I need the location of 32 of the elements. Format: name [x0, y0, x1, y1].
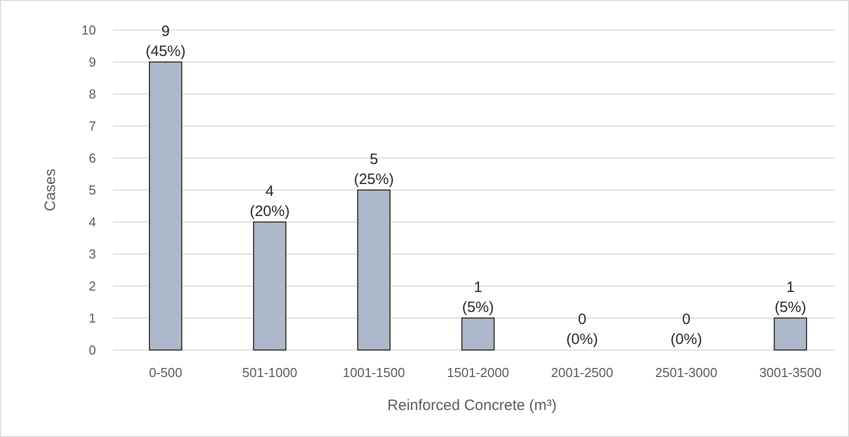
data-label: 1 (5%): [462, 279, 494, 316]
x-tick-label: 2501-3000: [655, 365, 718, 380]
y-tick-label: 4: [88, 214, 96, 230]
bar: [253, 222, 286, 350]
y-tick-label: 3: [88, 246, 96, 262]
data-label: 4 (20%): [250, 183, 290, 220]
bar: [357, 190, 391, 350]
data-label: 5 (25%): [354, 151, 394, 188]
y-tick-label: 0: [88, 342, 96, 358]
x-tick-label: 1001-1500: [342, 365, 405, 380]
y-tick-label: 9: [88, 54, 96, 70]
x-tick-label: 1501-2000: [446, 365, 510, 380]
bar: [461, 318, 495, 350]
bar: [148, 62, 182, 350]
y-tick-label: 6: [88, 150, 96, 166]
data-label: 1 (5%): [774, 279, 806, 316]
y-tick-label: 10: [82, 22, 96, 38]
x-axis-title: Reinforced Concrete (m³): [387, 397, 557, 414]
x-tick-label: 3001-3500: [759, 365, 822, 380]
x-tick-label: 0-500: [148, 365, 182, 380]
y-tick-label: 2: [88, 278, 96, 294]
data-label: 0 (0%): [566, 311, 598, 348]
y-tick-label: 5: [88, 182, 96, 198]
data-label: 0 (0%): [670, 311, 702, 348]
y-tick-label: 1: [88, 310, 96, 326]
y-tick-label: 8: [88, 86, 96, 102]
data-label: 9 (45%): [146, 23, 186, 60]
y-tick-label: 7: [88, 118, 96, 134]
x-tick-label: 501-1000: [242, 365, 298, 380]
bar: [774, 318, 808, 350]
y-axis-title: Cases: [42, 168, 59, 212]
x-tick-label: 2001-2500: [551, 365, 614, 380]
